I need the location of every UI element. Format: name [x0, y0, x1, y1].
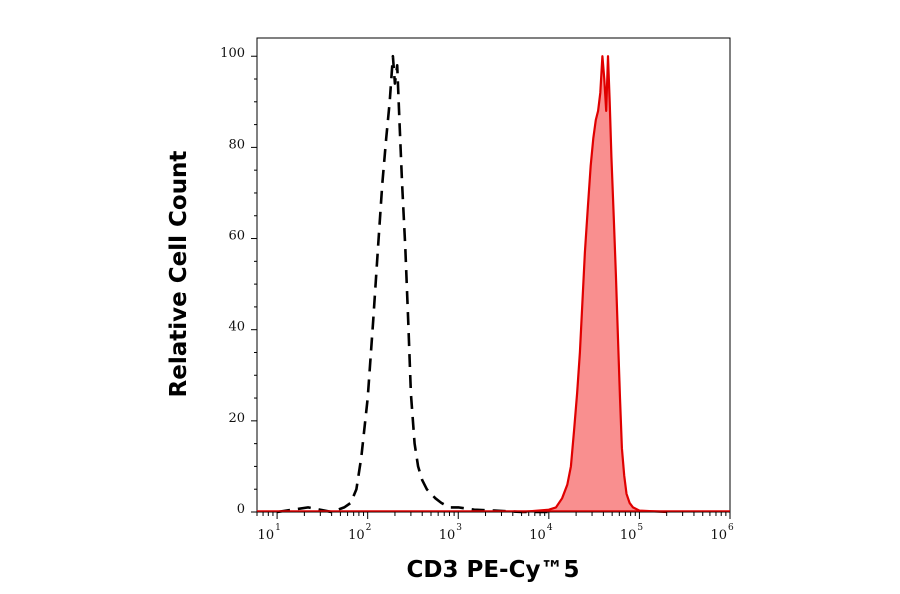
x-axis-title: CD3 PE-Cy™5 — [407, 557, 580, 583]
x-tick-label: 10 — [348, 528, 365, 543]
y-tick-label: 80 — [228, 137, 245, 152]
x-tick-label: 10 — [258, 528, 275, 543]
x-tick-exponent: 3 — [456, 523, 462, 533]
y-axis-title: Relative Cell Count — [166, 151, 192, 398]
y-tick-label: 40 — [228, 320, 245, 335]
series-layer — [276, 54, 667, 514]
x-tick-label: 10 — [710, 528, 727, 543]
x-tick-exponent: 4 — [547, 523, 553, 533]
x-tick-label: 10 — [439, 528, 456, 543]
x-tick-label: 10 — [620, 528, 637, 543]
y-tick-label: 0 — [237, 502, 245, 517]
y-tick-label: 60 — [228, 229, 245, 244]
x-tick-exponent: 5 — [637, 523, 643, 533]
plot-frame — [256, 37, 731, 513]
y-tick-label: 20 — [228, 411, 245, 426]
series-0-line — [276, 54, 549, 514]
series-1-area — [521, 56, 667, 512]
x-tick-label: 10 — [529, 528, 546, 543]
series-1-line — [521, 55, 667, 514]
x-tick-exponent: 1 — [275, 523, 281, 533]
x-tick-exponent: 6 — [728, 523, 734, 533]
y-tick-label: 100 — [220, 46, 245, 61]
x-tick-exponent: 2 — [366, 523, 372, 533]
